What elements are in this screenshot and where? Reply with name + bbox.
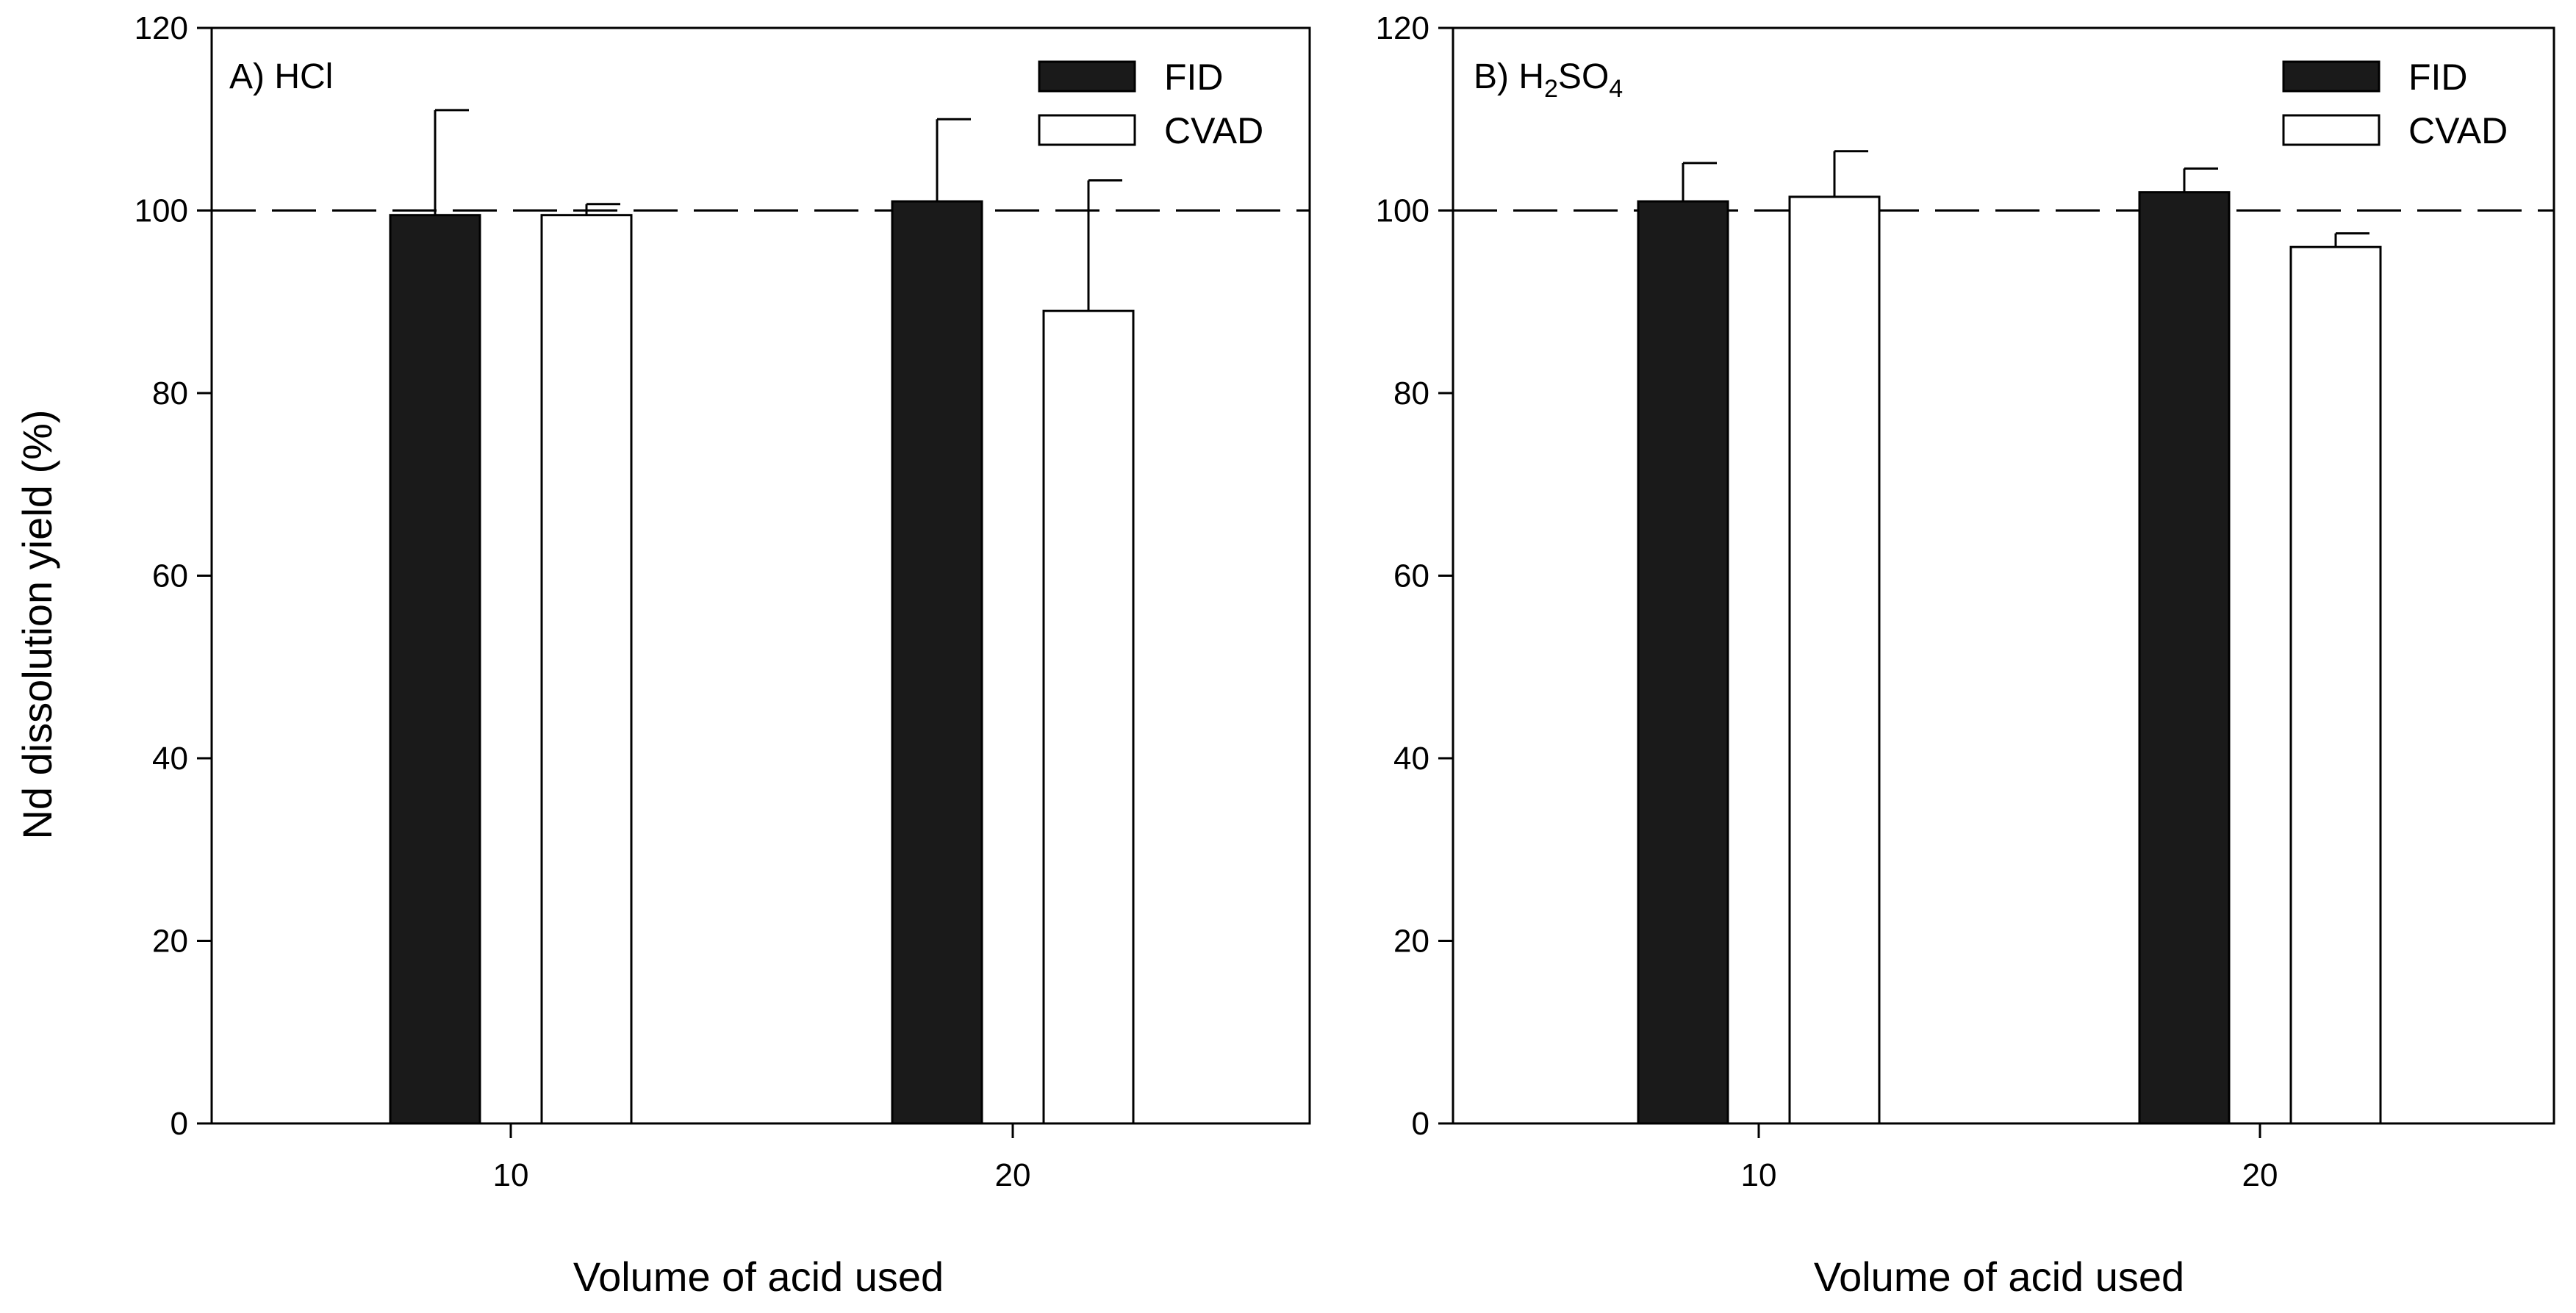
bar-b-cvad-20 [2289,245,2382,1125]
panel-b: B) H2SO4 Volume of acid used 0 20 40 60 80 10… [1376,10,2555,1300]
panel-b-label-sub1: 2 [1544,75,1558,103]
y-tick-label-b-40: 40 [1393,741,1429,777]
y-tick-label-b-20: 20 [1393,924,1429,960]
x-tick-label-b-10: 10 [1741,1157,1777,1193]
panel-b-label-mid: SO [1558,57,1609,96]
legend-label-a-cvad: CVAD [1164,110,1263,151]
legend-label-b-cvad: CVAD [2408,110,2508,151]
y-tick-label-a-0: 0 [171,1106,188,1142]
y-tick-label-b-100: 100 [1376,193,1429,229]
panel-b-label-sub2: 4 [1609,75,1623,103]
bar-a-cvad-10 [540,214,633,1125]
x-tick-label-b-20: 20 [2242,1157,2278,1193]
legend-label-a-fid: FID [1164,57,1224,98]
panel-b-label: B) H2SO4 [1474,57,1623,103]
y-axis-title: Nd dissolution yield (%) [14,409,60,839]
bar-a-cvad-20 [1042,309,1135,1125]
plot-frame-a [210,26,1311,1125]
y-tick-label-a-100: 100 [134,193,188,229]
y-tick-label-b-80: 80 [1393,375,1429,411]
panel-a: A) HCl Volume of acid used 0 20 40 60 80 100 1… [134,10,1311,1300]
x-axis-title-b: Volume of acid used [1814,1253,2184,1300]
x-tick-label-a-20: 20 [995,1157,1031,1193]
y-tick-label-a-20: 20 [152,924,188,960]
legend-label-b-fid: FID [2408,57,2468,98]
x-tick-label-a-10: 10 [493,1157,529,1193]
bar-a-fid-20 [891,200,983,1125]
legend-swatch-b-cvad [2282,114,2381,146]
y-tick-label-b-0: 0 [1412,1106,1429,1142]
y-tick-label-b-60: 60 [1393,558,1429,594]
y-tick-label-a-80: 80 [152,375,188,411]
x-axis-title-a: Volume of acid used [573,1253,944,1300]
y-tick-label-b-120: 120 [1376,10,1429,46]
bar-b-fid-20 [2138,191,2231,1125]
panel-b-label-main: B) H [1474,57,1544,96]
y-tick-label-a-40: 40 [152,741,188,777]
legend-swatch-a-fid [1038,60,1136,93]
legend-swatch-a-cvad [1038,114,1136,146]
bar-b-cvad-10 [1788,195,1881,1125]
y-tick-label-a-60: 60 [152,558,188,594]
bar-b-fid-10 [1637,200,1729,1125]
legend-swatch-b-fid [2282,60,2381,93]
y-tick-label-a-120: 120 [134,10,188,46]
plot-frame-b [1452,26,2555,1125]
panel-a-label: A) HCl [229,57,333,96]
bar-a-fid-10 [389,214,481,1125]
